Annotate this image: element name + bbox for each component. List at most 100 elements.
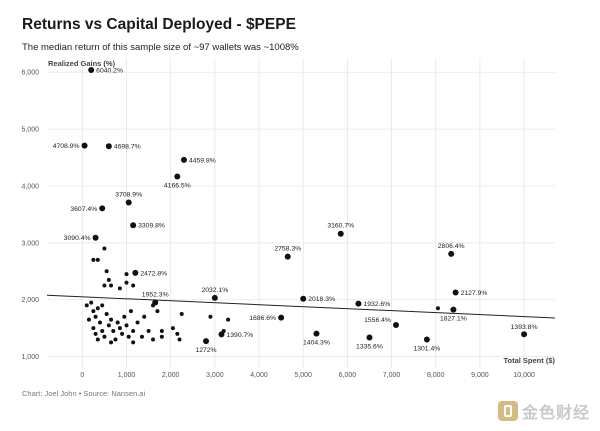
data-point	[139, 334, 144, 339]
point-label: 1404.3%	[303, 340, 330, 347]
data-point-labeled	[521, 331, 528, 338]
data-point	[106, 277, 111, 282]
data-point	[111, 329, 116, 334]
data-point	[124, 323, 129, 328]
x-tick-label: 2,000	[162, 372, 180, 379]
data-point-labeled	[180, 156, 187, 163]
data-point-labeled	[392, 321, 399, 328]
x-tick-label: 8,000	[427, 372, 445, 379]
point-label: 1301.4%	[413, 345, 440, 352]
data-point-labeled	[132, 269, 139, 276]
point-label: 4459.8%	[189, 157, 216, 164]
data-point-labeled	[174, 173, 181, 180]
data-point	[95, 257, 100, 262]
y-tick-label: 6,000	[21, 70, 39, 77]
data-point-labeled	[92, 234, 99, 241]
point-label: 2032.1%	[201, 287, 228, 294]
data-point	[177, 337, 182, 342]
point-label: 3090.4%	[64, 235, 91, 242]
data-point	[122, 314, 127, 319]
data-point	[142, 314, 147, 319]
data-point	[102, 246, 107, 251]
data-point-labeled	[211, 294, 218, 301]
data-point	[102, 334, 107, 339]
point-label: 1393.8%	[511, 324, 538, 331]
data-point	[102, 283, 107, 288]
x-tick-label: 9,000	[471, 372, 489, 379]
point-label: 1686.6%	[249, 315, 276, 322]
data-point-labeled	[450, 306, 457, 313]
data-point	[109, 317, 114, 322]
data-point-labeled	[88, 66, 95, 73]
data-point	[175, 331, 180, 336]
data-point	[435, 306, 440, 311]
data-point-labeled	[300, 295, 307, 302]
point-label: 1827.1%	[440, 316, 467, 323]
data-point	[95, 306, 100, 311]
data-point-labeled	[203, 338, 210, 345]
data-point	[93, 331, 98, 336]
point-label: 6040.2%	[96, 67, 123, 74]
data-point	[126, 334, 131, 339]
point-label: 4166.5%	[164, 183, 191, 190]
data-point-labeled	[313, 330, 320, 337]
x-tick-label: 0	[80, 372, 84, 379]
data-point	[91, 309, 96, 314]
y-tick-label: 5,000	[21, 127, 39, 134]
data-point	[84, 303, 89, 308]
data-point-labeled	[99, 205, 106, 212]
x-tick-label: 3,000	[206, 372, 224, 379]
data-point-labeled	[81, 142, 88, 149]
y-tick-label: 3,000	[21, 240, 39, 247]
x-axis-label: Total Spent ($)	[503, 356, 555, 365]
data-point-labeled	[284, 253, 291, 260]
data-point	[117, 326, 122, 331]
data-point	[131, 283, 136, 288]
data-point	[170, 326, 175, 331]
point-label: 3708.9%	[115, 192, 142, 199]
chart-subtitle: The median return of this sample size of…	[22, 42, 299, 53]
data-point	[155, 309, 160, 314]
x-tick-label: 7,000	[383, 372, 401, 379]
chart-title: Returns vs Capital Deployed - $PEPE	[22, 16, 296, 33]
data-point	[120, 331, 125, 336]
data-point	[86, 317, 91, 322]
point-label: 4708.9%	[53, 143, 80, 150]
data-point	[208, 314, 213, 319]
point-label: 4698.7%	[114, 144, 141, 151]
data-point	[115, 320, 120, 325]
data-point	[95, 337, 100, 342]
chart-source: Chart: Joel John • Source: Nansen.ai	[22, 389, 146, 398]
y-tick-label: 4,000	[21, 183, 39, 190]
point-label: 1335.6%	[356, 344, 383, 351]
data-point-labeled	[452, 289, 459, 296]
point-label: 1932.6%	[363, 301, 390, 308]
watermark-text: 金色财经	[521, 403, 590, 422]
y-axis-label: Realized Gains (%)	[48, 59, 116, 68]
data-point	[91, 257, 96, 262]
point-label: 1556.4%	[364, 317, 391, 324]
x-tick-label: 10,000	[513, 372, 535, 379]
data-point	[159, 329, 164, 334]
data-point	[109, 340, 114, 345]
data-point	[151, 337, 156, 342]
data-point	[159, 334, 164, 339]
data-point	[179, 311, 184, 316]
data-point	[98, 320, 103, 325]
point-label: 2127.9%	[461, 290, 488, 297]
data-point	[131, 340, 136, 345]
watermark-logo-icon	[497, 401, 518, 421]
y-tick-label: 2,000	[21, 297, 39, 304]
data-point-labeled	[448, 250, 455, 257]
point-label: 3160.7%	[327, 223, 354, 230]
y-tick-label: 1,000	[21, 354, 39, 361]
data-point	[146, 329, 151, 334]
x-tick-label: 6,000	[339, 372, 357, 379]
point-label: 2758.3%	[274, 246, 301, 253]
data-point-labeled	[130, 222, 137, 229]
data-point-labeled	[218, 331, 225, 338]
data-point	[100, 303, 105, 308]
data-point	[100, 329, 105, 334]
